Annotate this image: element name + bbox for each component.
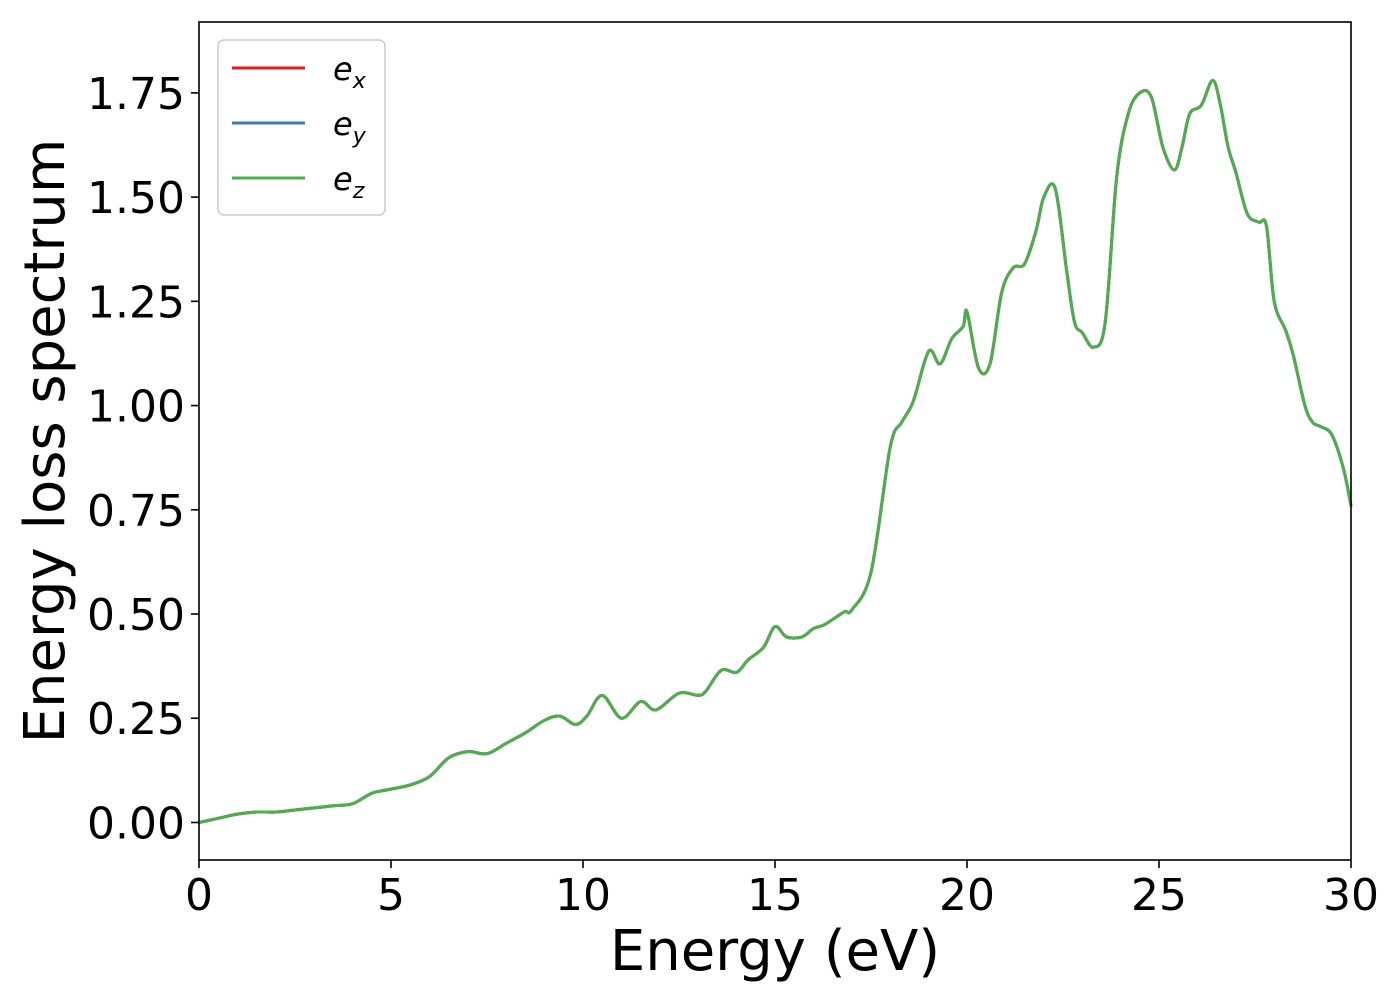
legend: ex ey ez bbox=[217, 39, 386, 216]
y-axis-label: Energy loss spectrum bbox=[13, 139, 78, 744]
y-tick-label: 0.25 bbox=[87, 694, 185, 745]
y-tick-label: 0.50 bbox=[87, 590, 185, 641]
series-layer bbox=[197, 78, 1353, 824]
legend-box bbox=[217, 39, 386, 216]
x-axis: 0 5 10 15 20 25 30 bbox=[185, 860, 1379, 921]
x-tick-label: 20 bbox=[939, 870, 995, 921]
x-tick-label: 15 bbox=[747, 870, 803, 921]
x-tick-label: 30 bbox=[1323, 870, 1379, 921]
x-tick-label: 10 bbox=[555, 870, 611, 921]
legend-label-e-x: ex bbox=[333, 50, 367, 94]
y-tick-label: 1.50 bbox=[87, 173, 185, 224]
y-tick-label: 1.00 bbox=[87, 382, 185, 433]
y-tick-label: 0.75 bbox=[87, 486, 185, 537]
legend-label-e-z: ez bbox=[333, 160, 365, 204]
y-tick-label: 1.75 bbox=[87, 69, 185, 120]
y-axis: 0.00 0.25 0.50 0.75 1.00 1.25 1.50 1.75 bbox=[87, 69, 199, 849]
x-tick-label: 25 bbox=[1131, 870, 1187, 921]
x-axis-label: Energy (eV) bbox=[610, 919, 940, 984]
y-tick-label: 0.00 bbox=[87, 798, 185, 849]
legend-label-e-y: ey bbox=[333, 105, 367, 149]
plot-background bbox=[199, 22, 1351, 860]
series-line-e-z bbox=[197, 78, 1353, 824]
y-tick-label: 1.25 bbox=[87, 277, 185, 328]
x-tick-label: 0 bbox=[185, 870, 213, 921]
x-tick-label: 5 bbox=[377, 870, 405, 921]
